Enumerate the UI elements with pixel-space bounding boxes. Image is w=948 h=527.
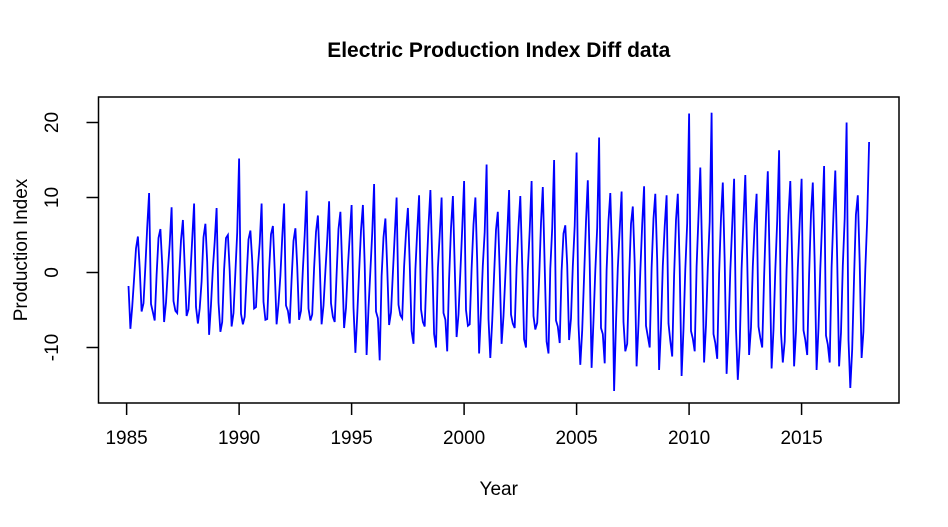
y-axis-tick-label: -10: [42, 334, 63, 361]
x-axis-tick-label: 2015: [780, 428, 822, 449]
x-axis-title: Year: [480, 479, 519, 500]
chart-title: Electric Production Index Diff data: [327, 39, 670, 62]
x-axis-tick-label: 1990: [218, 428, 260, 449]
x-axis-tick-label: 1995: [330, 428, 372, 449]
x-axis-tick-label: 2005: [555, 428, 597, 449]
plot-border: [97, 96, 900, 404]
x-axis-tick-label: 2010: [668, 428, 710, 449]
y-axis-tick-label: 0: [42, 267, 63, 278]
x-axis-tick-label: 2000: [443, 428, 485, 449]
y-axis-tick-label: 10: [42, 187, 63, 208]
y-axis-title: Production Index: [11, 178, 32, 321]
axes-layer: 1985 1990 1995 2000 2005 2010 2015 -10 0 10 20: [42, 112, 870, 449]
y-axis-tick-label: 20: [42, 112, 63, 133]
x-axis-tick-label: 1985: [105, 428, 147, 449]
data-line: [127, 112, 870, 392]
